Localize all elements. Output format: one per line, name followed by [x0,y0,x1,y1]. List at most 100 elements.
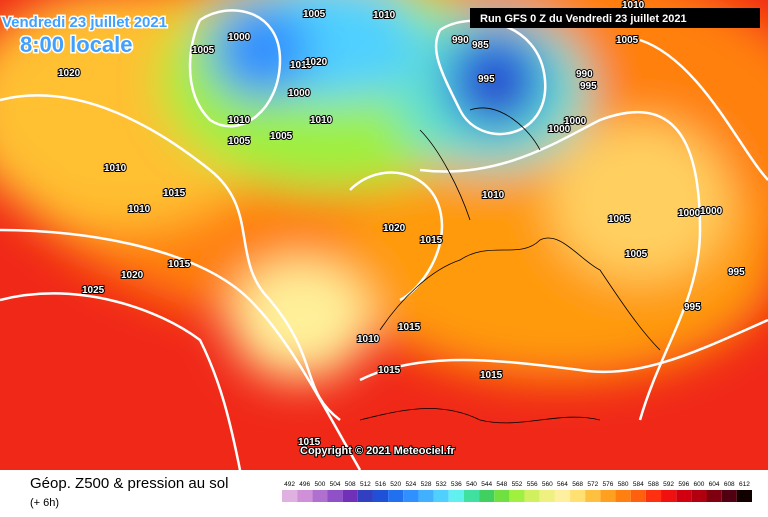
scale-swatch [570,490,586,502]
scale-swatch [721,490,737,502]
scale-swatch [554,490,571,502]
scale-swatch [524,490,540,502]
isobar-label: 1000 [700,206,723,217]
isobar-label: 1015 [420,235,443,246]
map-field [0,0,768,470]
isobar-label: 1005 [303,9,326,20]
scale-label: 504 [330,481,341,488]
scale-label: 568 [572,481,583,488]
scale-label: 596 [678,481,689,488]
scale-swatch [388,490,404,502]
isobar-label: 1025 [82,285,105,296]
scale-label: 576 [603,481,614,488]
scale-swatch [297,490,313,502]
scale-label: 584 [633,481,644,488]
isobar-label: 1000 [678,208,701,219]
isobar-labels: 1000 1005 1010 1005 1020 1010 1020 1000 1010 1005… [57,0,746,449]
scale-swatch [342,490,358,502]
scale-label: 560 [542,481,553,488]
isobar-label: 1020 [121,270,144,281]
scale-label: 532 [436,481,447,488]
scale-label: 520 [390,481,401,488]
isobar-label: 1015 [480,370,503,381]
scale-swatch [630,490,646,502]
scale-swatch [691,490,707,502]
scale-swatch [463,490,480,502]
isobar-label: 1005 [192,45,215,56]
scale-label: 588 [648,481,659,488]
scale-label: 572 [587,481,598,488]
isobar-label: 1000 [288,88,311,99]
footer-title: Géop. Z500 & pression au sol [30,475,228,492]
isobar-label: 1020 [58,68,81,79]
scale-swatch [433,490,449,502]
isobar-label: 990 [576,69,593,80]
scale-swatch [661,490,677,502]
scale-label: 508 [345,481,356,488]
scale-label: 536 [451,481,462,488]
scale-label: 564 [557,481,568,488]
scale-label: 540 [466,481,477,488]
isobar-label: 1015 [378,365,401,376]
isobar-label: 1015 [163,188,186,199]
isobar-label: 995 [728,267,745,278]
scale-swatch [645,490,662,502]
scale-swatch [357,490,373,502]
scale-swatch [539,490,555,502]
scale-label: 612 [739,481,750,488]
scale-label: 524 [405,481,416,488]
scale-swatch [372,490,389,502]
scale-swatch [585,490,601,502]
isobar-label: 1010 [357,334,380,345]
scale-swatch [327,490,343,502]
time-label: 8:00 locale [20,32,133,57]
isobar-label: 1015 [168,259,191,270]
scale-swatch [282,490,298,502]
run-label: Run GFS 0 Z du Vendredi 23 juillet 2021 [480,13,687,25]
isobar-label: 1020 [383,223,406,234]
scale-label: 580 [618,481,629,488]
isobar-label: 1010 [310,115,333,126]
isobar-label: 1010 [104,163,127,174]
isobar-label: 1005 [228,136,251,147]
isobar-label: 1015 [398,322,421,333]
isobar-label: 1010 [290,60,313,71]
scale-label: 528 [421,481,432,488]
scale-swatch [509,490,525,502]
scale-swatch [479,490,495,502]
scale-label: 492 [284,481,295,488]
isobar-label: 985 [472,40,489,51]
scale-swatch [418,490,434,502]
isobar-label: 1010 [373,10,396,21]
scale-label: 556 [527,481,538,488]
isobar-label: 995 [580,81,597,92]
scale-swatch [448,490,464,502]
scale-swatch [676,490,692,502]
copyright: Copyright © 2021 Meteociel.fr [300,445,456,457]
scale-swatch [403,490,419,502]
scale-swatch [706,490,722,502]
isobar-label: 1015 [298,437,321,448]
scale-label: 516 [375,481,386,488]
isobar-label: 1005 [625,249,648,260]
color-scale: 492 496 500 504 508 512 516 520 524 528 532 536 540 5… [282,481,752,502]
isobar-label: 1010 [128,204,151,215]
isobar-label: 1005 [608,214,631,225]
scale-label: 608 [724,481,735,488]
isobar-label: 1000 [228,32,251,43]
scale-label: 604 [709,481,720,488]
isobar-label: 990 [452,35,469,46]
scale-swatch [600,490,616,502]
scale-label: 592 [663,481,674,488]
run-box [470,8,760,28]
scale-label: 600 [694,481,705,488]
scale-swatch [494,490,510,502]
isobar-label: 1000 [548,124,571,135]
isobar-label: 1005 [616,35,639,46]
scale-label: 500 [314,481,325,488]
scale-swatch [312,490,328,502]
scale-label: 496 [299,481,310,488]
date-label: Vendredi 23 juillet 2021 [2,14,167,31]
isobar-label: 1010 [482,190,505,201]
